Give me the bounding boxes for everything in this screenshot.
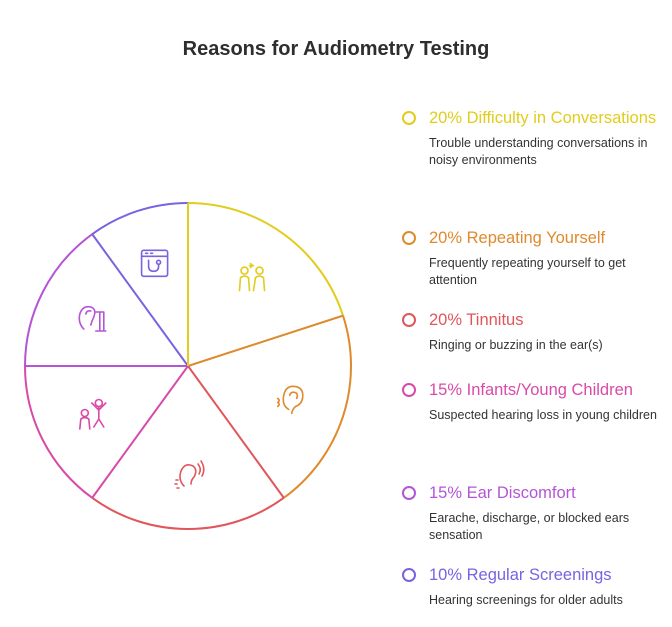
legend-marker <box>402 568 416 582</box>
people-talking-icon <box>238 262 266 292</box>
pie-slice <box>91 202 189 235</box>
pie-slice <box>91 497 285 531</box>
legend-description: Frequently repeating yourself to get att… <box>429 256 626 287</box>
legend-label: 15% Ear Discomfort <box>429 484 576 502</box>
stethoscope-screen-icon <box>140 249 169 278</box>
legend-marker <box>402 486 416 500</box>
chart-title: Reasons for Audiometry Testing <box>182 38 490 60</box>
legend-marker <box>402 231 416 245</box>
ringing-ear-icon <box>174 460 205 489</box>
legend-item: 20% Difficulty in Conversations Trouble u… <box>402 108 662 168</box>
legend-marker <box>402 383 416 397</box>
ear-sound-icon <box>276 385 304 415</box>
legend-description: Earache, discharge, or blocked ears sens… <box>429 511 630 542</box>
legend-item: 20% Tinnitus Ringing or buzzing in the ea… <box>402 310 662 354</box>
legend-label: 10% Regular Screenings <box>429 566 612 584</box>
legend-label: 15% Infants/Young Children <box>429 381 633 399</box>
slice-divider <box>91 365 189 499</box>
legend-item: 20% Repeating Yourself Frequently repeati… <box>402 228 662 288</box>
legend-label: 20% Difficulty in Conversations <box>429 109 657 127</box>
children-playing-icon <box>79 398 107 430</box>
legend-marker <box>402 313 416 327</box>
legend-label: 20% Tinnitus <box>429 311 524 329</box>
legend-item: 10% Regular Screenings Hearing screenings… <box>402 565 662 609</box>
slice-divider <box>187 314 344 367</box>
legend-description: Ringing or buzzing in the ear(s) <box>429 338 603 352</box>
legend-description: Hearing screenings for older adults <box>429 593 623 607</box>
pie-slice <box>24 233 93 367</box>
legend-description: Suspected hearing loss in young children <box>429 408 657 422</box>
pie-slice <box>24 365 93 499</box>
pie-slice <box>187 202 344 316</box>
ear-exam-icon <box>78 305 107 332</box>
pie-slice <box>283 315 352 499</box>
slice-divider <box>187 365 285 499</box>
legend-item: 15% Ear Discomfort Earache, discharge, or… <box>402 483 662 543</box>
legend-description: Trouble understanding conversations in n… <box>429 136 648 167</box>
legend-item: 15% Infants/Young Children Suspected hear… <box>402 380 662 424</box>
legend-marker <box>402 111 416 125</box>
legend-label: 20% Repeating Yourself <box>429 229 606 247</box>
slice-divider <box>91 233 189 367</box>
